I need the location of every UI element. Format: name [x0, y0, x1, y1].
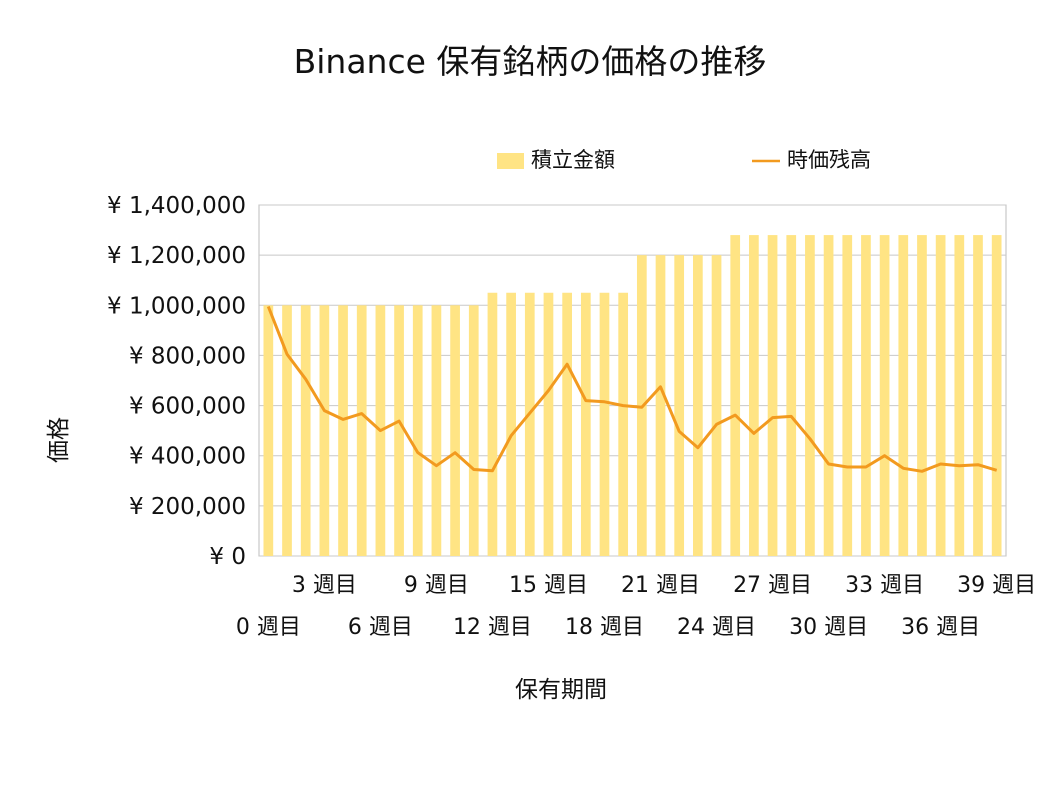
gridlines [258, 204, 1007, 557]
bar [935, 235, 946, 557]
bar [412, 305, 423, 556]
bar [543, 292, 554, 556]
bar [973, 235, 983, 557]
legend: 積立金額 時価残高 [497, 148, 871, 172]
bar [991, 235, 1002, 557]
bar [487, 292, 498, 556]
x-tick-label: 30 週目 [789, 615, 868, 640]
bar [282, 305, 292, 556]
bar [468, 305, 479, 556]
y-tick-label: ¥ 600,000 [129, 394, 246, 420]
legend-label-bar: 積立金額 [531, 148, 615, 172]
bar [319, 305, 330, 556]
bar [431, 305, 442, 556]
bar [599, 292, 610, 556]
legend-swatch-bar [497, 153, 524, 169]
x-tick-label: 9 週目 [404, 573, 469, 598]
y-axis-label: 価格 [46, 417, 72, 463]
x-tick-label: 24 週目 [677, 615, 756, 640]
x-tick-label: 15 週目 [509, 573, 588, 598]
x-tick-label: 3 週目 [292, 573, 357, 598]
bar [730, 235, 741, 557]
x-tick-label: 6 週目 [348, 615, 413, 640]
y-axis-tick-labels: ¥ 0 ¥ 200,000 ¥ 400,000 ¥ 600,000 ¥ 800,000 ¥… [107, 193, 246, 570]
bar [861, 235, 871, 557]
bar [506, 292, 516, 556]
bar-series [263, 235, 1002, 557]
legend-label-line: 時価残高 [787, 148, 871, 172]
x-axis-label: 保有期間 [515, 677, 607, 703]
bar [917, 235, 927, 557]
y-tick-label: ¥ 200,000 [129, 494, 246, 520]
bar [879, 235, 890, 557]
bar [693, 255, 703, 556]
bar [749, 235, 759, 557]
bar [954, 235, 965, 557]
bar [842, 235, 853, 557]
bar [655, 255, 666, 556]
x-tick-label: 18 週目 [565, 615, 644, 640]
bar [618, 292, 629, 556]
bar [767, 235, 778, 557]
line-path [266, 305, 998, 473]
bar [711, 255, 722, 556]
bar [394, 305, 404, 556]
bar [580, 292, 591, 556]
x-tick-label: 12 週目 [453, 615, 532, 640]
y-tick-label: ¥ 0 [209, 544, 246, 570]
line-series [266, 305, 998, 473]
plot-area-border [258, 204, 1007, 557]
x-tick-label: 27 週目 [733, 573, 812, 598]
bar [805, 235, 815, 557]
x-tick-label: 36 週目 [901, 615, 980, 640]
x-axis-tick-labels: 3 週目 9 週目 15 週目 21 週目 27 週目 33 週目 39 週目 0 週目 6 週… [236, 573, 1036, 640]
x-tick-label: 39 週目 [957, 573, 1036, 598]
bar [300, 305, 311, 556]
bar [823, 235, 834, 557]
bar [898, 235, 909, 557]
bar [263, 305, 274, 556]
chart-title: Binance 保有銘柄の価格の推移 [294, 42, 767, 81]
y-tick-label: ¥ 1,000,000 [107, 293, 246, 319]
bar [450, 305, 460, 556]
y-tick-label: ¥ 400,000 [129, 444, 246, 470]
x-tick-label: 33 週目 [845, 573, 924, 598]
bar [524, 292, 535, 556]
bar [356, 305, 367, 556]
bar [674, 255, 685, 556]
y-tick-label: ¥ 1,200,000 [107, 243, 246, 269]
bar [786, 235, 797, 557]
bar [562, 292, 572, 556]
x-tick-label: 21 週目 [621, 573, 700, 598]
y-tick-label: ¥ 800,000 [129, 343, 246, 369]
x-tick-label: 0 週目 [236, 615, 301, 640]
bar [338, 305, 348, 556]
y-tick-label: ¥ 1,400,000 [107, 193, 246, 219]
